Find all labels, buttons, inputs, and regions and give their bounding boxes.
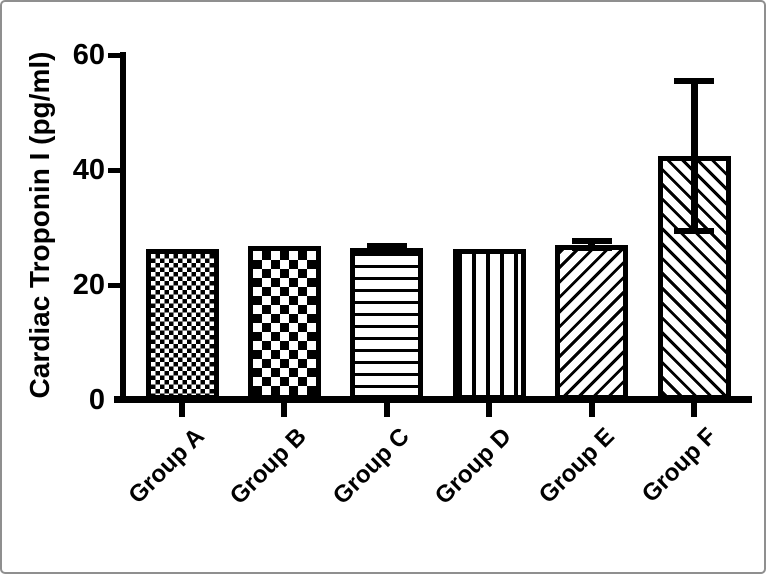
x-tick-group-f xyxy=(691,403,697,417)
y-tick-label-40: 40 xyxy=(72,154,105,186)
error-cap-top-group-c xyxy=(366,242,407,249)
x-axis-line xyxy=(114,396,752,403)
x-tick-group-e xyxy=(588,403,595,417)
error-cap-bottom-group-c xyxy=(366,246,407,253)
error-stem-group-f xyxy=(690,81,698,231)
error-cap-top-group-e xyxy=(571,238,612,245)
x-tick-group-c xyxy=(383,403,390,417)
y-axis-title: Cardiac Troponin I (pg/ml) xyxy=(24,51,55,399)
error-cap-top-group-f xyxy=(674,78,714,85)
x-tick-group-a xyxy=(179,403,185,417)
error-cap-bottom-group-e xyxy=(571,245,612,252)
error-cap-bottom-group-f xyxy=(674,227,714,234)
bar-group-c xyxy=(350,247,424,400)
bar-group-a xyxy=(145,249,219,400)
bar-group-d xyxy=(452,248,526,400)
y-tick-20 xyxy=(108,282,120,288)
y-tick-label-0: 0 xyxy=(88,384,105,416)
x-tick-group-b xyxy=(281,403,288,417)
y-tick-label-60: 60 xyxy=(72,39,105,71)
y-tick-label-20: 20 xyxy=(72,269,105,301)
bar-group-b xyxy=(247,246,321,400)
y-tick-60 xyxy=(108,52,120,58)
error-stem-group-e xyxy=(588,241,596,249)
bar-group-e xyxy=(555,244,629,400)
y-tick-40 xyxy=(108,167,120,173)
x-tick-group-d xyxy=(486,403,493,417)
y-axis-line xyxy=(120,52,126,400)
